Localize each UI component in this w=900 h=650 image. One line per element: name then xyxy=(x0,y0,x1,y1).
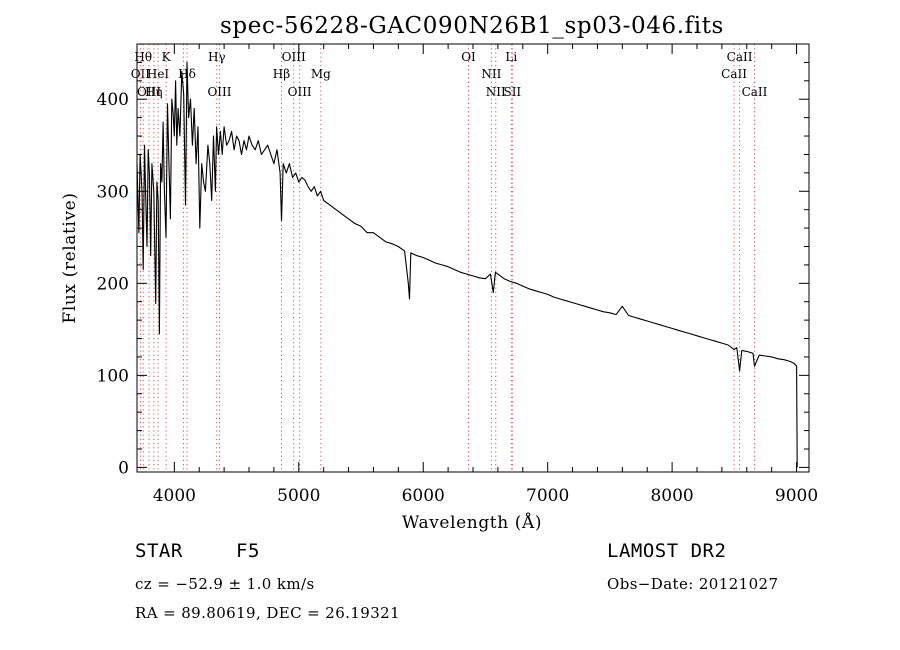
plot-frame xyxy=(136,43,810,473)
x-axis-label: Wavelength (Å) xyxy=(402,512,542,533)
spectral-line-markers: OIIHθOIIIHηHeIKHδHγOIIIHβOIIIOIIIMgOINII… xyxy=(131,44,768,472)
line-marker-label: NII xyxy=(481,67,501,81)
y-tick-label: 400 xyxy=(97,90,129,110)
object-subclass: F5 xyxy=(236,540,260,562)
object-class: STAR xyxy=(135,540,183,562)
x-tick-label: 9000 xyxy=(775,486,818,506)
line-marker-label: SII xyxy=(503,85,521,99)
chart-title: spec-56228-GAC090N26B1_sp03-046.fits xyxy=(220,13,724,39)
line-marker-label: Li xyxy=(505,50,517,64)
line-marker-label: CaII xyxy=(742,85,768,99)
x-tick-label: 6000 xyxy=(402,486,445,506)
line-marker-label: Hη xyxy=(145,85,163,99)
x-tick-label: 4000 xyxy=(153,486,196,506)
line-marker-label: OIII xyxy=(207,85,231,99)
redshift-velocity: cz = −52.9 ± 1.0 km/s xyxy=(135,575,315,593)
y-tick-label: 200 xyxy=(97,274,129,294)
observation-date: Obs−Date: 20121027 xyxy=(607,575,779,593)
line-marker-label: OII xyxy=(131,67,151,81)
x-tick-label: 5000 xyxy=(277,486,320,506)
line-marker-label: CaII xyxy=(727,50,753,64)
spectrum-line xyxy=(136,61,798,468)
x-tick-label: 7000 xyxy=(526,486,569,506)
sky-coordinates: RA = 89.80619, DEC = 26.19321 xyxy=(135,604,401,622)
line-marker-label: HeI xyxy=(147,67,170,81)
y-tick-label: 300 xyxy=(97,182,129,202)
line-marker-label: Hθ xyxy=(134,50,152,64)
line-marker-label: CaII xyxy=(721,67,747,81)
line-marker-label: Mg xyxy=(311,67,331,81)
y-tick-label: 100 xyxy=(97,366,129,386)
x-tick-label: 8000 xyxy=(650,486,693,506)
survey-name: LAMOST DR2 xyxy=(607,540,727,562)
line-marker-label: NII xyxy=(486,85,506,99)
y-tick-label: 0 xyxy=(118,458,129,478)
line-marker-label: Hγ xyxy=(208,50,226,64)
line-marker-label: OIII xyxy=(137,85,161,99)
line-marker-label: K xyxy=(162,50,172,64)
axes: 4000 5000 6000 7000 8000 9000 0 100 200 300 400 xyxy=(97,44,818,506)
line-marker-label: OIII xyxy=(282,50,306,64)
line-marker-label: OI xyxy=(461,50,476,64)
line-marker-label: Hβ xyxy=(273,67,290,81)
line-marker-label: OIII xyxy=(288,85,312,99)
y-axis-label: Flux (relative) xyxy=(60,192,80,323)
